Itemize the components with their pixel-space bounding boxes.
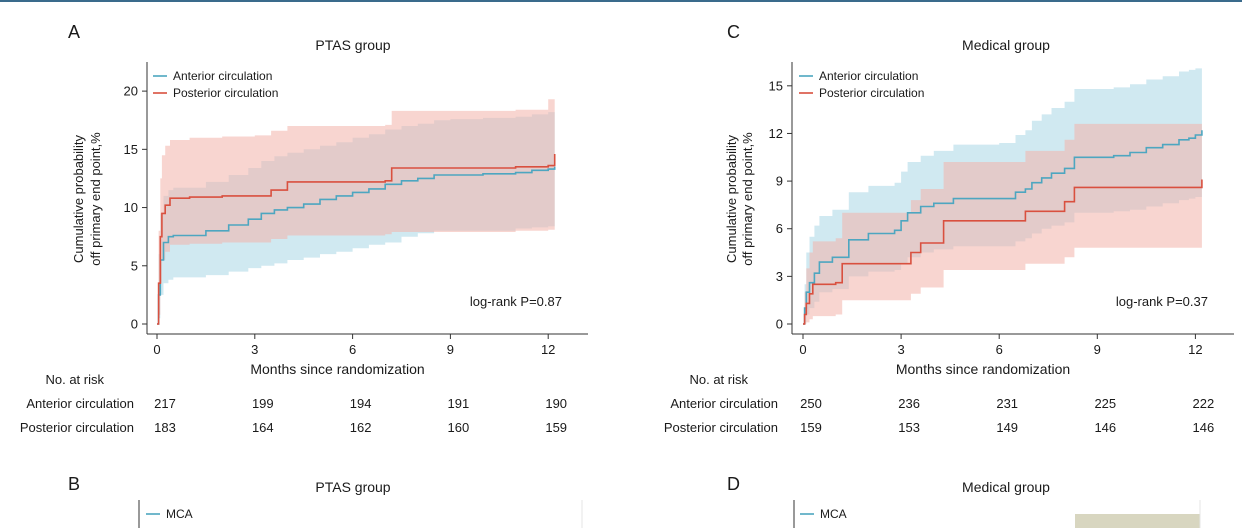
risk-table-cell: 159 bbox=[545, 420, 567, 435]
chart-panel-c: C Medical group 0 3 6 9 12 15 0 3 6 9 12 Cumulative p… bbox=[664, 22, 1234, 435]
ci-band-posterior bbox=[803, 114, 1202, 325]
y-tick-label: 9 bbox=[776, 174, 783, 189]
y-axis-label: Cumulative probability bbox=[724, 135, 739, 263]
x-tick-label: 0 bbox=[153, 342, 160, 357]
risk-table-cell: 191 bbox=[448, 396, 470, 411]
x-tick-label: 6 bbox=[349, 342, 356, 357]
legend-entry: Posterior circulation bbox=[819, 86, 924, 100]
ci-band-partial bbox=[1075, 514, 1200, 528]
risk-table-row-label: Anterior circulation bbox=[670, 396, 778, 411]
x-tick-label: 12 bbox=[541, 342, 555, 357]
risk-table-cell: 225 bbox=[1094, 396, 1116, 411]
x-axis-label: Months since randomization bbox=[896, 361, 1070, 377]
chart-panel-d: D Medical group MCA bbox=[727, 474, 1201, 528]
x-tick-label: 9 bbox=[447, 342, 454, 357]
risk-table-row-label: Anterior circulation bbox=[26, 396, 134, 411]
chart-title: PTAS group bbox=[315, 479, 390, 495]
legend-entry: Posterior circulation bbox=[173, 86, 278, 100]
log-rank-annotation: log-rank P=0.87 bbox=[470, 294, 562, 309]
risk-table-cell: 231 bbox=[996, 396, 1018, 411]
panel-label: A bbox=[68, 22, 80, 42]
y-tick-label: 3 bbox=[776, 269, 783, 284]
risk-table-cell: 146 bbox=[1193, 420, 1215, 435]
y-tick-label: 0 bbox=[131, 317, 138, 332]
risk-table-row-label: Posterior circulation bbox=[664, 420, 778, 435]
x-tick-label: 6 bbox=[996, 342, 1003, 357]
risk-table-cell: 217 bbox=[154, 396, 176, 411]
legend-entry: MCA bbox=[820, 507, 847, 521]
y-axis-label: off primary end point,% bbox=[740, 132, 755, 266]
y-tick-label: 20 bbox=[124, 84, 138, 99]
chart-title: PTAS group bbox=[315, 37, 390, 53]
risk-table-row-label: Posterior circulation bbox=[20, 420, 134, 435]
chart-title: Medical group bbox=[962, 37, 1050, 53]
chart-panel-a: A PTAS group 0 5 10 15 20 0 3 6 9 12 Cumulative prob… bbox=[20, 22, 588, 435]
series-line-anterior bbox=[803, 130, 1203, 325]
log-rank-annotation: log-rank P=0.37 bbox=[1116, 294, 1208, 309]
risk-table-cell: 153 bbox=[898, 420, 920, 435]
x-tick-label: 3 bbox=[251, 342, 258, 357]
risk-table-cell: 159 bbox=[800, 420, 822, 435]
series-line-anterior bbox=[157, 166, 556, 325]
chart-panel-b: B PTAS group MCA bbox=[68, 474, 583, 528]
y-tick-label: 5 bbox=[131, 258, 138, 273]
y-tick-label: 6 bbox=[776, 221, 783, 236]
ci-band-posterior bbox=[157, 94, 555, 324]
top-border-line bbox=[0, 0, 1242, 2]
series-line-posterior bbox=[157, 154, 556, 325]
risk-table-cell: 250 bbox=[800, 396, 822, 411]
risk-table-cell: 190 bbox=[545, 396, 567, 411]
legend-entry: Anterior circulation bbox=[173, 69, 272, 83]
y-axis-label: Cumulative probability bbox=[71, 135, 86, 263]
x-tick-label: 9 bbox=[1094, 342, 1101, 357]
risk-table-cell: 162 bbox=[350, 420, 372, 435]
x-tick-label: 0 bbox=[799, 342, 806, 357]
y-tick-label: 0 bbox=[776, 317, 783, 332]
risk-table-cell: 236 bbox=[898, 396, 920, 411]
risk-table-cell: 149 bbox=[996, 420, 1018, 435]
legend-entry: Anterior circulation bbox=[819, 69, 918, 83]
risk-table-cell: 146 bbox=[1094, 420, 1116, 435]
risk-table-header: No. at risk bbox=[45, 372, 104, 387]
risk-table-cell: 183 bbox=[154, 420, 176, 435]
y-axis-label: off primary end point,% bbox=[88, 132, 103, 266]
risk-table-cell: 222 bbox=[1193, 396, 1215, 411]
panel-label: D bbox=[727, 474, 740, 494]
x-tick-label: 12 bbox=[1188, 342, 1202, 357]
y-tick-label: 10 bbox=[124, 200, 138, 215]
x-tick-label: 3 bbox=[897, 342, 904, 357]
risk-table-cell: 194 bbox=[350, 396, 372, 411]
panel-label: C bbox=[727, 22, 740, 42]
risk-table-cell: 164 bbox=[252, 420, 274, 435]
series-line-posterior bbox=[803, 179, 1203, 325]
y-tick-label: 12 bbox=[769, 126, 783, 141]
chart-title: Medical group bbox=[962, 479, 1050, 495]
risk-table-header: No. at risk bbox=[689, 372, 748, 387]
x-axis-label: Months since randomization bbox=[250, 361, 424, 377]
legend-entry: MCA bbox=[166, 507, 193, 521]
y-tick-label: 15 bbox=[769, 78, 783, 93]
risk-table-cell: 160 bbox=[448, 420, 470, 435]
risk-table-cell: 199 bbox=[252, 396, 274, 411]
y-tick-label: 15 bbox=[124, 142, 138, 157]
panel-label: B bbox=[68, 474, 80, 494]
